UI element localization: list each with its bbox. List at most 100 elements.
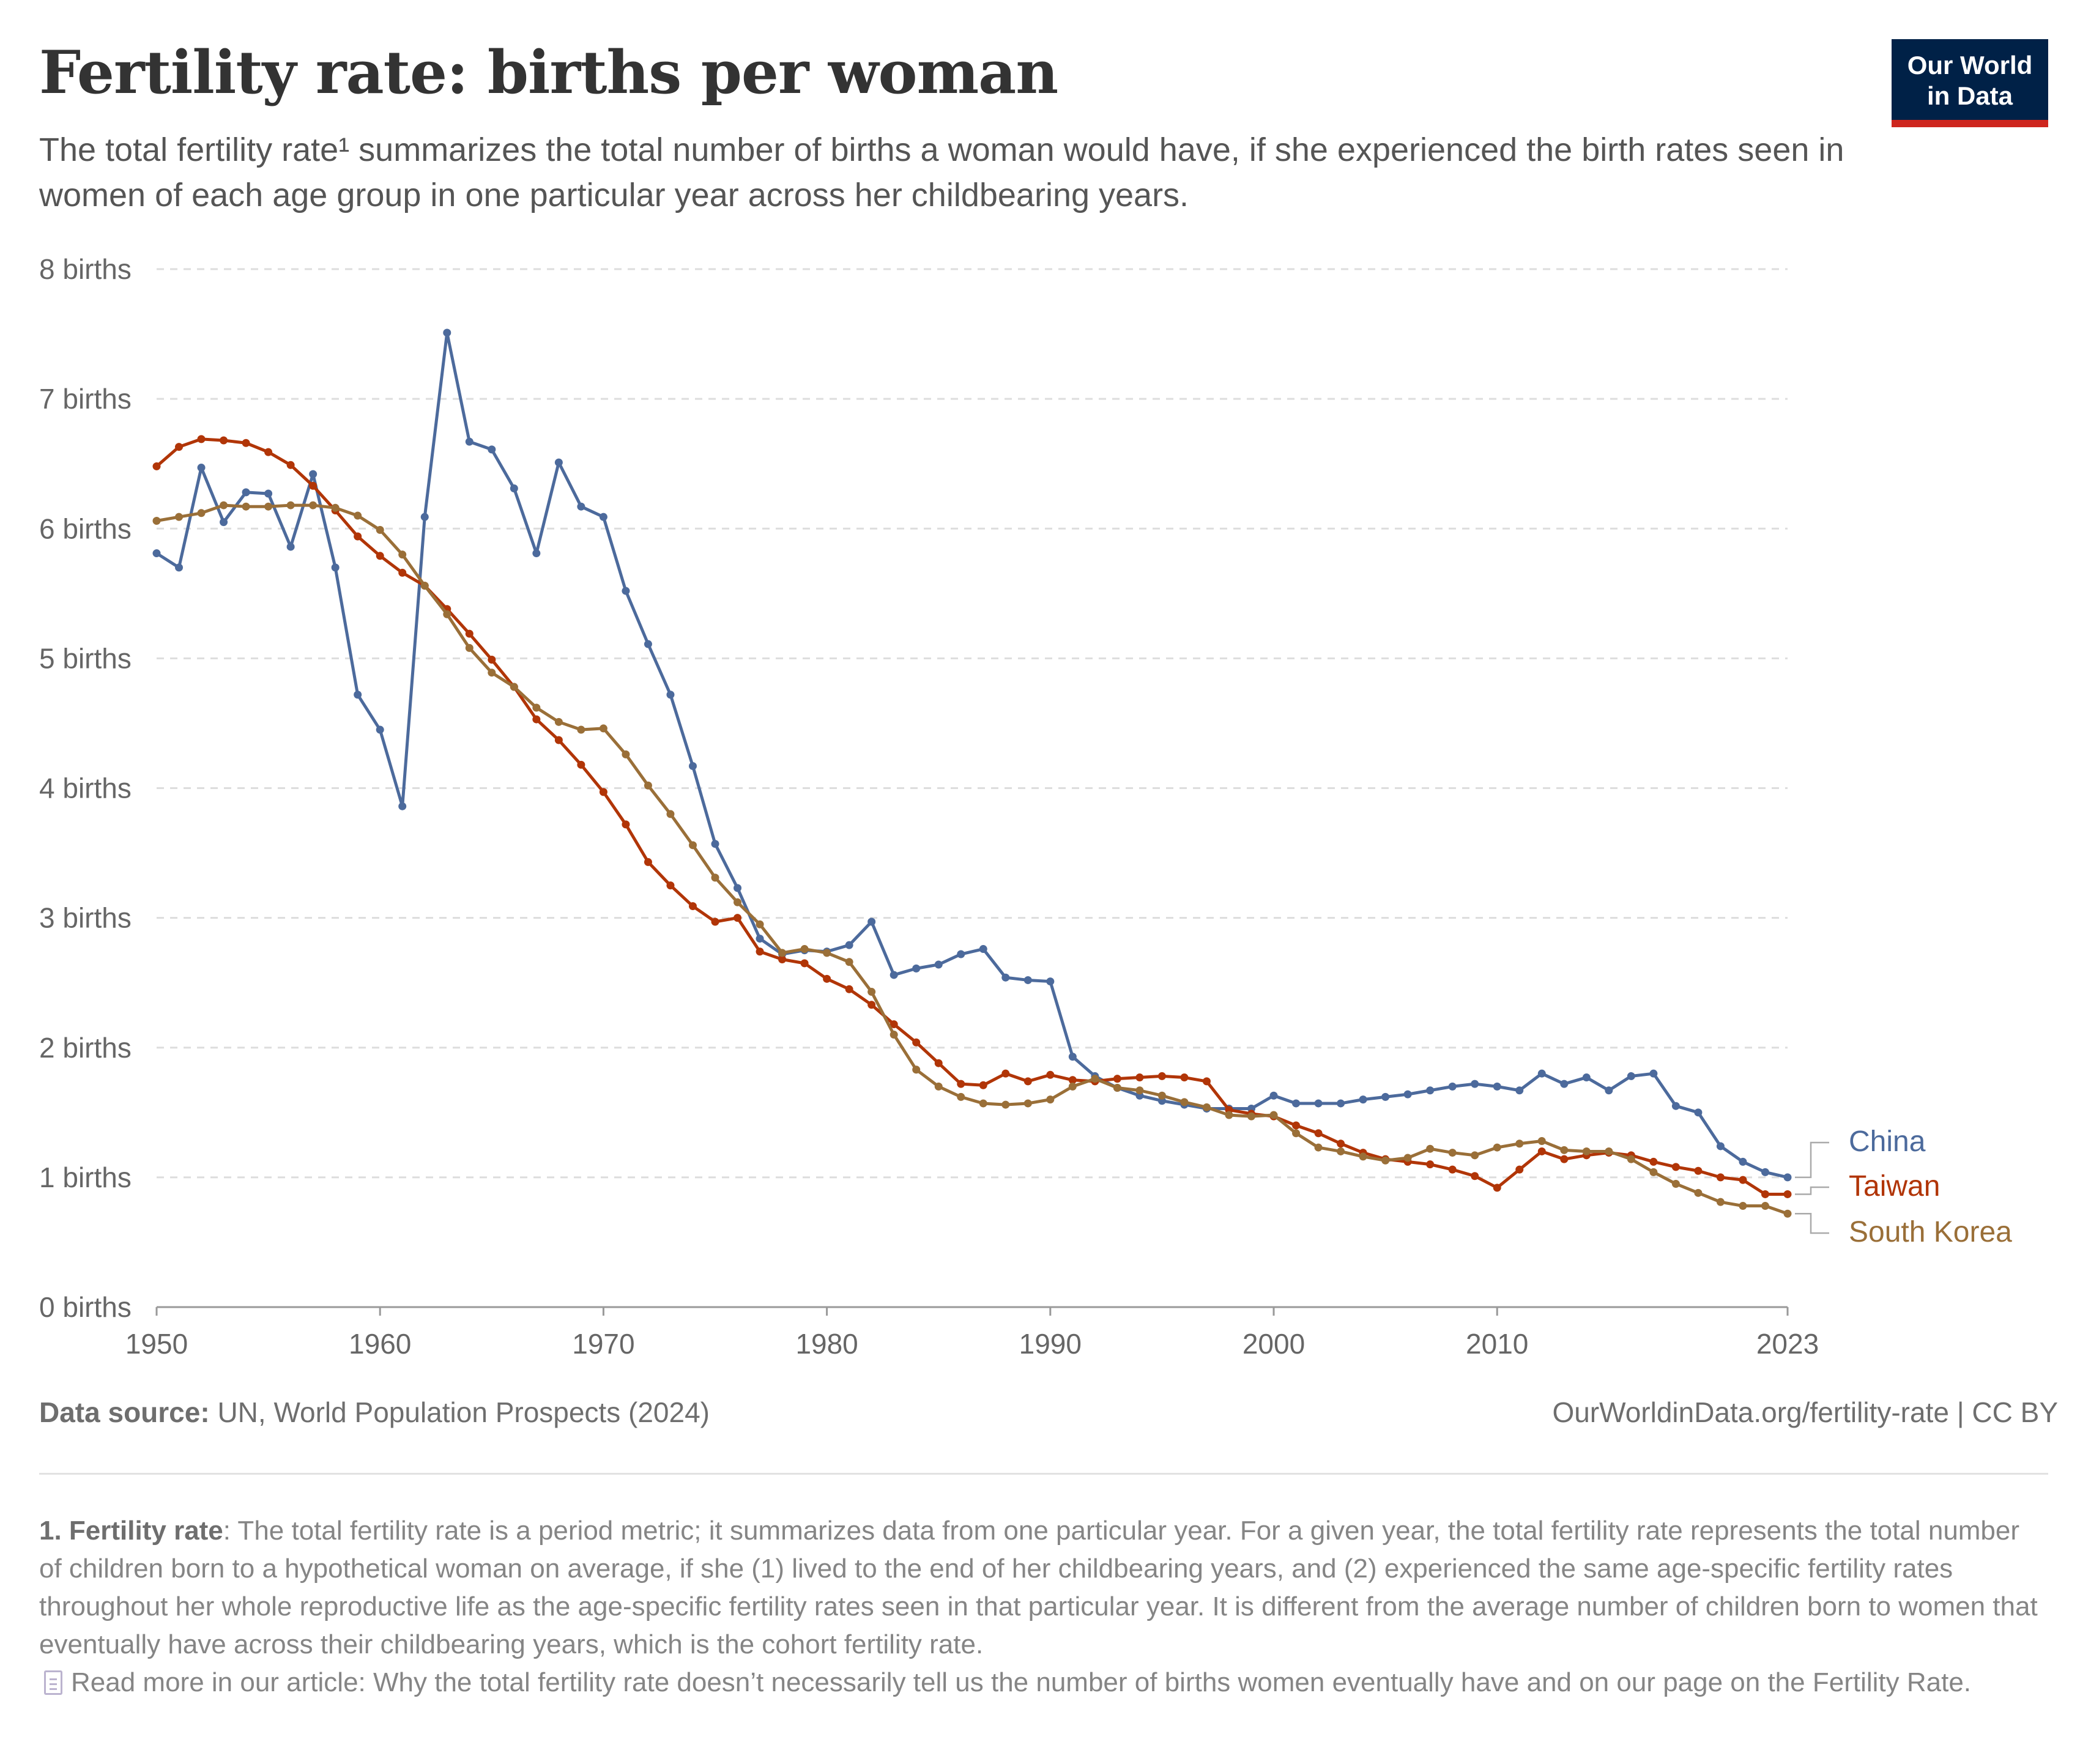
data-point[interactable] <box>488 655 496 664</box>
data-point[interactable] <box>1537 1136 1546 1145</box>
data-point[interactable] <box>331 503 340 512</box>
data-point[interactable] <box>979 1099 987 1108</box>
data-point[interactable] <box>376 525 384 534</box>
data-point[interactable] <box>1783 1173 1792 1182</box>
data-point[interactable] <box>1180 1073 1189 1082</box>
data-point[interactable] <box>465 437 474 446</box>
data-point[interactable] <box>890 1020 898 1029</box>
data-point[interactable] <box>778 949 787 957</box>
read-more-link[interactable]: Read more in our article: Why the total … <box>71 1667 1972 1697</box>
data-point[interactable] <box>264 502 273 511</box>
data-point[interactable] <box>1157 1091 1166 1100</box>
data-point[interactable] <box>1023 1077 1032 1086</box>
data-point[interactable] <box>1426 1144 1435 1153</box>
data-point[interactable] <box>1202 1077 1211 1086</box>
data-point[interactable] <box>1649 1157 1658 1166</box>
data-point[interactable] <box>1269 1091 1278 1100</box>
data-point[interactable] <box>756 935 764 943</box>
data-point[interactable] <box>957 950 965 958</box>
data-point[interactable] <box>800 959 809 968</box>
data-point[interactable] <box>1493 1184 1501 1192</box>
data-point[interactable] <box>175 443 184 451</box>
data-point[interactable] <box>398 802 407 810</box>
data-point[interactable] <box>1471 1151 1479 1160</box>
data-point[interactable] <box>1448 1082 1457 1091</box>
data-point[interactable] <box>1761 1202 1769 1210</box>
data-point[interactable] <box>1515 1165 1524 1174</box>
data-point[interactable] <box>890 1031 898 1039</box>
data-point[interactable] <box>152 517 161 525</box>
data-point[interactable] <box>1582 1073 1591 1082</box>
data-point[interactable] <box>1023 1099 1032 1108</box>
data-point[interactable] <box>376 552 384 560</box>
data-point[interactable] <box>1783 1209 1792 1218</box>
data-point[interactable] <box>1716 1198 1725 1206</box>
data-point[interactable] <box>934 1082 943 1091</box>
data-point[interactable] <box>845 958 853 966</box>
data-point[interactable] <box>398 550 407 559</box>
data-point[interactable] <box>1068 1076 1077 1084</box>
data-point[interactable] <box>1671 1179 1680 1188</box>
data-point[interactable] <box>1046 1095 1055 1104</box>
data-source-text[interactable]: UN, World Population Prospects (2024) <box>217 1396 710 1428</box>
data-point[interactable] <box>309 501 318 510</box>
data-point[interactable] <box>934 960 943 969</box>
data-point[interactable] <box>1515 1086 1524 1095</box>
data-point[interactable] <box>1493 1143 1501 1152</box>
data-point[interactable] <box>1649 1168 1658 1176</box>
data-point[interactable] <box>420 513 429 521</box>
series-line-china[interactable] <box>155 331 1788 1179</box>
data-point[interactable] <box>554 458 563 467</box>
data-point[interactable] <box>264 489 273 498</box>
data-point[interactable] <box>1314 1129 1323 1138</box>
data-point[interactable] <box>734 884 742 892</box>
data-point[interactable] <box>957 1092 965 1101</box>
data-point[interactable] <box>1359 1095 1367 1104</box>
data-point[interactable] <box>1716 1173 1725 1182</box>
data-point[interactable] <box>1739 1202 1747 1210</box>
data-point[interactable] <box>1337 1099 1345 1108</box>
data-point[interactable] <box>1493 1082 1501 1091</box>
data-point[interactable] <box>711 840 719 848</box>
data-point[interactable] <box>622 820 630 829</box>
data-point[interactable] <box>957 1080 965 1088</box>
data-point[interactable] <box>1627 1072 1635 1080</box>
data-point[interactable] <box>1135 1086 1144 1095</box>
data-point[interactable] <box>867 1001 876 1009</box>
license-link[interactable]: OurWorldinData.org/fertility-rate | CC B… <box>1552 1396 2058 1428</box>
data-point[interactable] <box>666 881 675 890</box>
data-point[interactable] <box>1739 1176 1747 1184</box>
data-point[interactable] <box>688 902 697 911</box>
data-point[interactable] <box>1694 1166 1703 1175</box>
data-point[interactable] <box>1359 1152 1367 1161</box>
data-point[interactable] <box>197 509 206 517</box>
data-point[interactable] <box>934 1059 943 1067</box>
data-point[interactable] <box>577 502 585 511</box>
data-point[interactable] <box>823 974 831 983</box>
data-point[interactable] <box>1001 1069 1010 1078</box>
data-point[interactable] <box>1292 1129 1301 1138</box>
data-point[interactable] <box>554 736 563 744</box>
data-point[interactable] <box>488 669 496 677</box>
legend-label-china[interactable]: China <box>1849 1125 1926 1158</box>
data-point[interactable] <box>1135 1073 1144 1082</box>
data-point[interactable] <box>152 462 161 470</box>
data-point[interactable] <box>734 898 742 906</box>
data-point[interactable] <box>1761 1190 1769 1198</box>
data-point[interactable] <box>1046 977 1055 986</box>
data-point[interactable] <box>354 532 362 541</box>
data-point[interactable] <box>1113 1084 1121 1092</box>
data-point[interactable] <box>1001 973 1010 982</box>
data-point[interactable] <box>465 643 474 652</box>
data-point[interactable] <box>1605 1086 1613 1095</box>
data-point[interactable] <box>1381 1156 1390 1165</box>
data-point[interactable] <box>443 328 451 337</box>
data-point[interactable] <box>1381 1092 1390 1101</box>
data-point[interactable] <box>1537 1147 1546 1155</box>
data-point[interactable] <box>354 511 362 520</box>
data-point[interactable] <box>220 501 228 510</box>
data-point[interactable] <box>912 964 921 973</box>
data-point[interactable] <box>1560 1146 1569 1154</box>
data-point[interactable] <box>1247 1112 1256 1121</box>
data-point[interactable] <box>309 481 318 490</box>
